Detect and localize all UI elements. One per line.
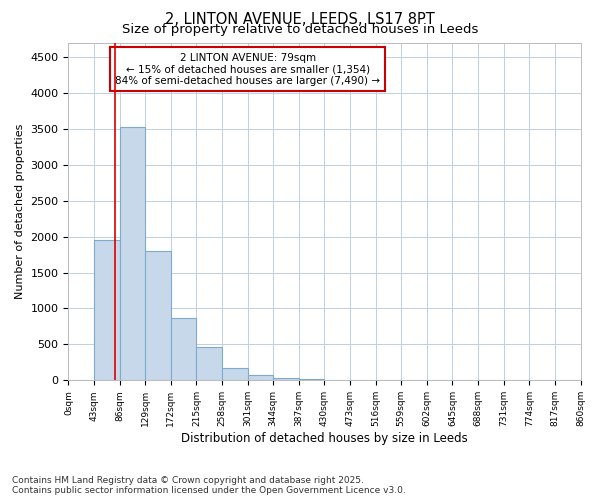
Y-axis label: Number of detached properties: Number of detached properties <box>15 124 25 299</box>
Bar <box>119 126 145 380</box>
Bar <box>222 368 248 380</box>
Bar <box>299 379 325 380</box>
Text: Contains HM Land Registry data © Crown copyright and database right 2025.
Contai: Contains HM Land Registry data © Crown c… <box>12 476 406 495</box>
Bar <box>171 318 196 380</box>
Bar <box>248 374 273 380</box>
Bar <box>94 240 119 380</box>
Text: 2 LINTON AVENUE: 79sqm
← 15% of detached houses are smaller (1,354)
84% of semi-: 2 LINTON AVENUE: 79sqm ← 15% of detached… <box>115 52 380 86</box>
Text: Size of property relative to detached houses in Leeds: Size of property relative to detached ho… <box>122 22 478 36</box>
Bar <box>145 251 171 380</box>
X-axis label: Distribution of detached houses by size in Leeds: Distribution of detached houses by size … <box>181 432 468 445</box>
Bar <box>273 378 299 380</box>
Text: 2, LINTON AVENUE, LEEDS, LS17 8PT: 2, LINTON AVENUE, LEEDS, LS17 8PT <box>165 12 435 28</box>
Bar <box>196 348 222 380</box>
